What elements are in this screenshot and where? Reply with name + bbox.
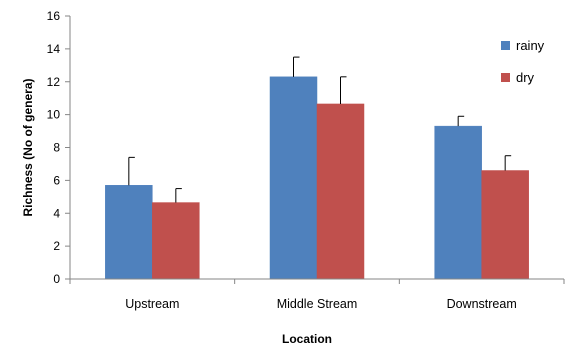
y-tick-label: 16 (47, 9, 61, 23)
bar-dry (481, 170, 529, 280)
bar-rainy (434, 125, 482, 280)
x-category-label: Upstream (125, 297, 179, 311)
x-category-label: Downstream (447, 297, 517, 311)
bar-rainy (105, 185, 153, 280)
y-tick-label: 12 (47, 75, 61, 89)
x-category-label: Middle Stream (277, 297, 358, 311)
legend-swatch-dry (501, 73, 510, 82)
y-tick-label: 6 (53, 173, 60, 187)
bar-dry (152, 202, 200, 280)
y-tick-label: 2 (53, 239, 60, 253)
y-tick-label: 10 (47, 108, 61, 122)
legend-label-rainy: rainy (516, 38, 545, 53)
y-axis-title: Richness (No of genera) (21, 78, 35, 216)
legend-swatch-rainy (501, 41, 510, 50)
y-tick-label: 4 (53, 206, 60, 220)
x-categories-layer: Upstream Middle Stream Downstream (69, 279, 565, 311)
bar-dry (316, 103, 365, 280)
y-ticks-layer: 0 2 4 6 8 10 12 14 16 (47, 9, 70, 286)
legend: rainy dry (501, 38, 545, 85)
legend-label-dry: dry (516, 70, 535, 85)
y-tick-label: 14 (47, 42, 61, 56)
bar-rainy (269, 76, 318, 280)
bars-layer (105, 76, 529, 280)
x-axis-title: Location (282, 332, 332, 346)
y-tick-label: 8 (53, 141, 60, 155)
error-bars-layer (128, 56, 512, 203)
y-tick-label: 0 (53, 272, 60, 286)
